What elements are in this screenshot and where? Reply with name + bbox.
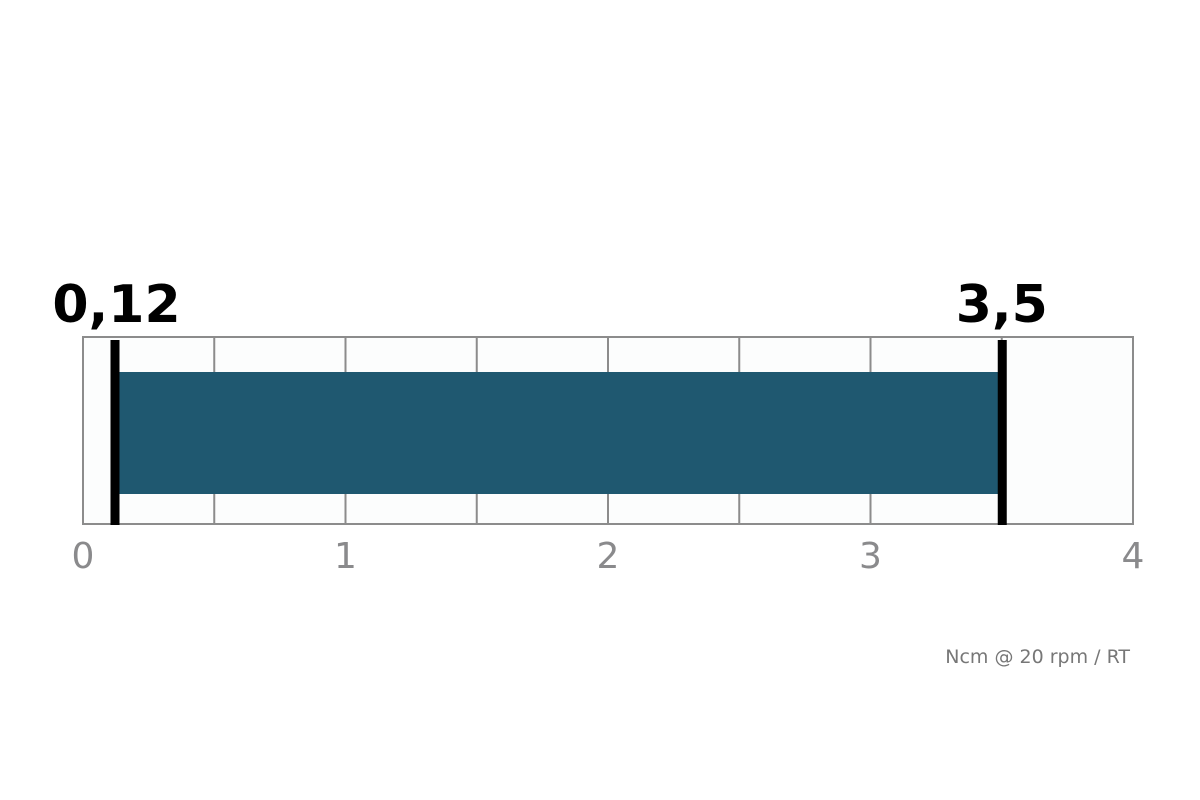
min-marker — [110, 340, 120, 525]
max-value-label: 3,5 — [956, 275, 1048, 335]
min-value-label: 0,12 — [52, 275, 180, 335]
x-tick-label: 4 — [1122, 536, 1145, 577]
x-axis-ticks: 0 1 2 3 4 — [72, 536, 1145, 577]
x-tick-label: 2 — [597, 536, 620, 577]
max-marker — [997, 340, 1007, 525]
range-bar — [114, 372, 1002, 494]
x-tick-label: 0 — [72, 536, 95, 577]
unit-label: Ncm @ 20 rpm / RT — [945, 646, 1130, 668]
x-tick-label: 3 — [859, 536, 882, 577]
x-tick-label: 1 — [334, 536, 357, 577]
bar-layer — [110, 340, 1007, 525]
